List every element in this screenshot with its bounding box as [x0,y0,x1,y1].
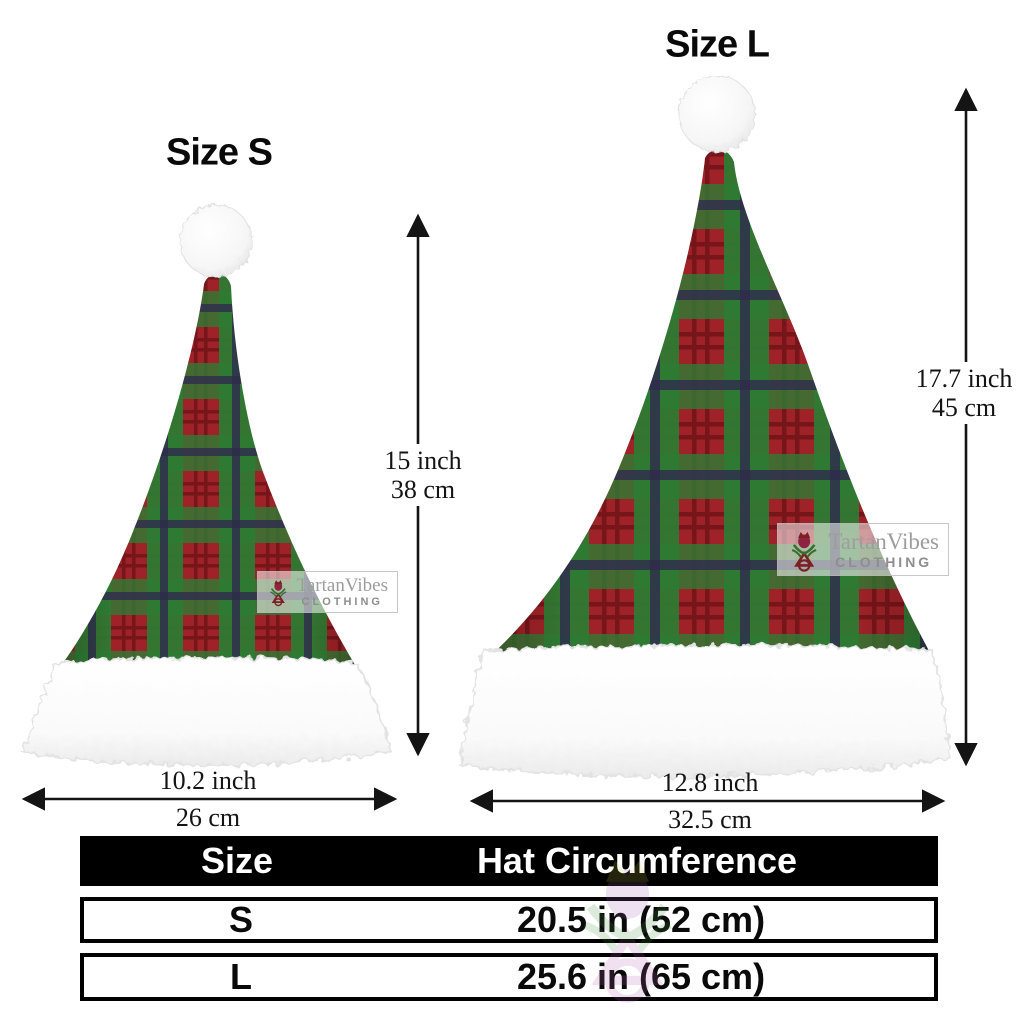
width-measure-small-inch: 10.2 inch [159,766,257,795]
row-l-size: L [230,956,252,997]
height-measure-small-cm: 38 cm [390,475,456,505]
width-measure-large-inch: 12.8 inch [661,768,759,797]
width-measure-large-cm: 32.5 cm [668,805,752,834]
watermark-subtitle-text: CLOTHING [835,554,933,570]
size-l-title: Size L [665,23,770,66]
hat-small-pompom [179,204,253,278]
hat-large-pompom [678,75,756,153]
hat-large-cone-shading [486,149,934,661]
height-measure-small-inch: 15 inch [384,446,462,475]
header-circumference: Hat Circumference [476,840,798,881]
height-measure-large-inch: 17.7 inch [915,364,1013,393]
thistle-crest-icon [791,531,817,572]
width-measure-small-cm: 26 cm [175,803,241,832]
height-measure-large-cm: 45 cm [931,393,997,423]
hat-large [457,75,952,778]
brand-watermark-small: TartanVibes CLOTHING [257,571,398,613]
row-l-circumference: 25.6 in (65 cm) [516,956,766,997]
brand-watermark-large: TartanVibes CLOTHING [777,523,949,576]
watermark-brand-text: TartanVibes [828,529,939,554]
watermark-subtitle-text: CLOTHING [301,596,383,608]
table-row: L 25.6 in (65 cm) [80,953,938,1001]
hat-small-brim [21,656,392,767]
header-size: Size [200,840,274,881]
size-s-title: Size S [166,131,273,174]
height-measure-small: 15 inch 38 cm [377,444,469,507]
row-s-size: S [228,899,254,940]
watermark-brand-text: TartanVibes [296,575,388,596]
size-table-header: Size Hat Circumference [80,836,938,886]
table-row: S 20.5 in (52 cm) [80,897,938,943]
size-table: Size Hat Circumference S 20.5 in (52 cm)… [80,836,938,1006]
height-measure-large: 17.7 inch 45 cm [908,362,1020,425]
row-s-circumference: 20.5 in (52 cm) [516,899,766,940]
hat-large-brim [457,644,952,778]
thistle-crest-icon [270,580,287,607]
hat-small [21,204,392,767]
hat-small-cone-shading [58,273,358,670]
